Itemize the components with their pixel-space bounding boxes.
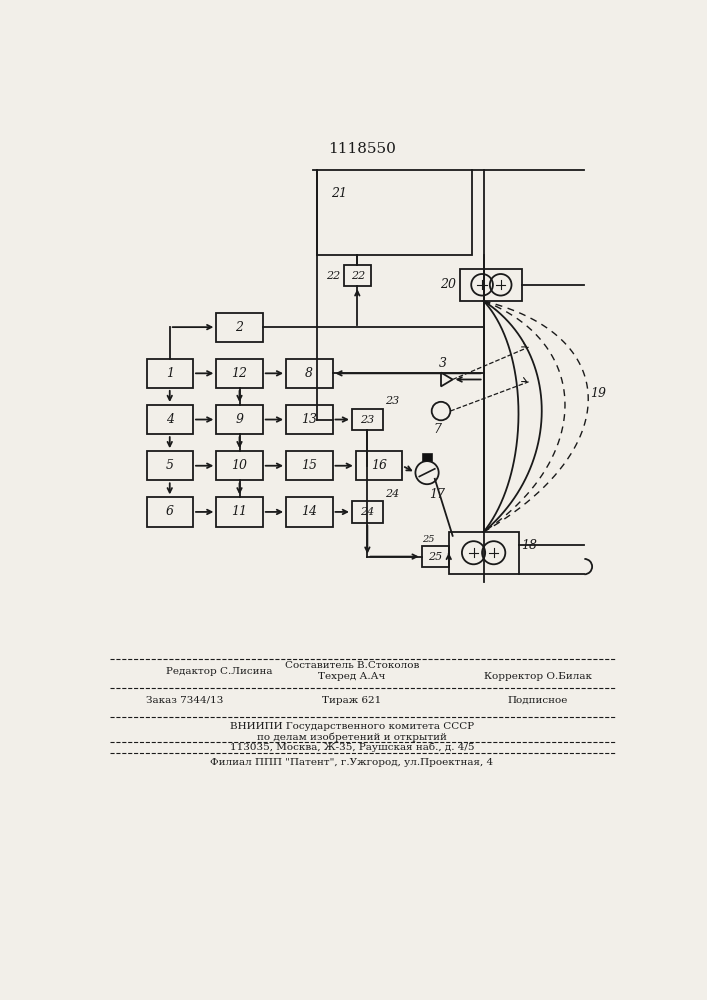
Text: 16: 16	[371, 459, 387, 472]
Bar	[286, 497, 332, 527]
Bar	[216, 312, 263, 342]
Text: 7: 7	[433, 423, 441, 436]
Text: 24: 24	[385, 489, 399, 499]
Text: по делам изобретений и открытий: по делам изобретений и открытий	[257, 732, 447, 742]
Bar	[286, 405, 332, 434]
Text: Тираж 621: Тираж 621	[322, 696, 382, 705]
Bar	[352, 501, 383, 523]
Text: 1118550: 1118550	[328, 142, 396, 156]
Bar	[449, 532, 518, 574]
Bar	[146, 497, 193, 527]
Bar	[421, 546, 449, 567]
Text: 2: 2	[235, 321, 243, 334]
Text: 12: 12	[231, 367, 247, 380]
Text: 15: 15	[301, 459, 317, 472]
Bar	[216, 359, 263, 388]
Text: 9: 9	[235, 413, 243, 426]
Text: Редактор С.Лисина: Редактор С.Лисина	[166, 667, 272, 676]
Text: 13: 13	[301, 413, 317, 426]
Text: 25: 25	[421, 534, 434, 544]
Bar	[216, 451, 263, 480]
Text: 25: 25	[428, 552, 443, 562]
Text: 20: 20	[440, 278, 457, 291]
Bar	[286, 451, 332, 480]
Bar	[216, 405, 263, 434]
Text: ВНИИПИ Государственного комитета СССР: ВНИИПИ Государственного комитета СССР	[230, 722, 474, 731]
Bar	[146, 405, 193, 434]
Text: 18: 18	[521, 539, 537, 552]
Text: 1: 1	[165, 367, 174, 380]
Text: 4: 4	[165, 413, 174, 426]
Text: 14: 14	[301, 505, 317, 518]
Bar	[317, 170, 472, 255]
Text: Филиал ППП "Патент", г.Ужгород, ул.Проектная, 4: Филиал ППП "Патент", г.Ужгород, ул.Проек…	[210, 758, 493, 767]
Text: 24: 24	[361, 507, 375, 517]
Text: Корректор О.Билак: Корректор О.Билак	[484, 672, 592, 681]
Bar	[421, 453, 433, 461]
Text: 17: 17	[429, 488, 445, 501]
Text: 11: 11	[231, 505, 247, 518]
Text: Техред А.Ач: Техред А.Ач	[318, 672, 385, 681]
Text: 10: 10	[231, 459, 247, 472]
Text: 22: 22	[326, 271, 340, 281]
Text: 23: 23	[385, 396, 399, 406]
Text: 21: 21	[331, 187, 347, 200]
Text: 8: 8	[305, 367, 313, 380]
Text: 113035, Москва, Ж-35, Раушская наб., д. 4/5: 113035, Москва, Ж-35, Раушская наб., д. …	[230, 742, 474, 752]
Bar	[460, 269, 522, 301]
Text: 23: 23	[361, 415, 375, 425]
Bar	[146, 359, 193, 388]
Text: 22: 22	[351, 271, 365, 281]
Bar	[286, 359, 332, 388]
Bar	[216, 497, 263, 527]
Bar	[352, 409, 383, 430]
Text: 19: 19	[590, 387, 607, 400]
Text: Заказ 7344/13: Заказ 7344/13	[146, 696, 224, 705]
Bar	[344, 265, 371, 286]
Bar	[356, 451, 402, 480]
Bar	[146, 451, 193, 480]
Text: Подписное: Подписное	[508, 696, 568, 705]
Text: 6: 6	[165, 505, 174, 518]
Text: 3: 3	[439, 357, 448, 370]
Text: 5: 5	[165, 459, 174, 472]
Text: Составитель В.Стоколов: Составитель В.Стоколов	[285, 661, 419, 670]
